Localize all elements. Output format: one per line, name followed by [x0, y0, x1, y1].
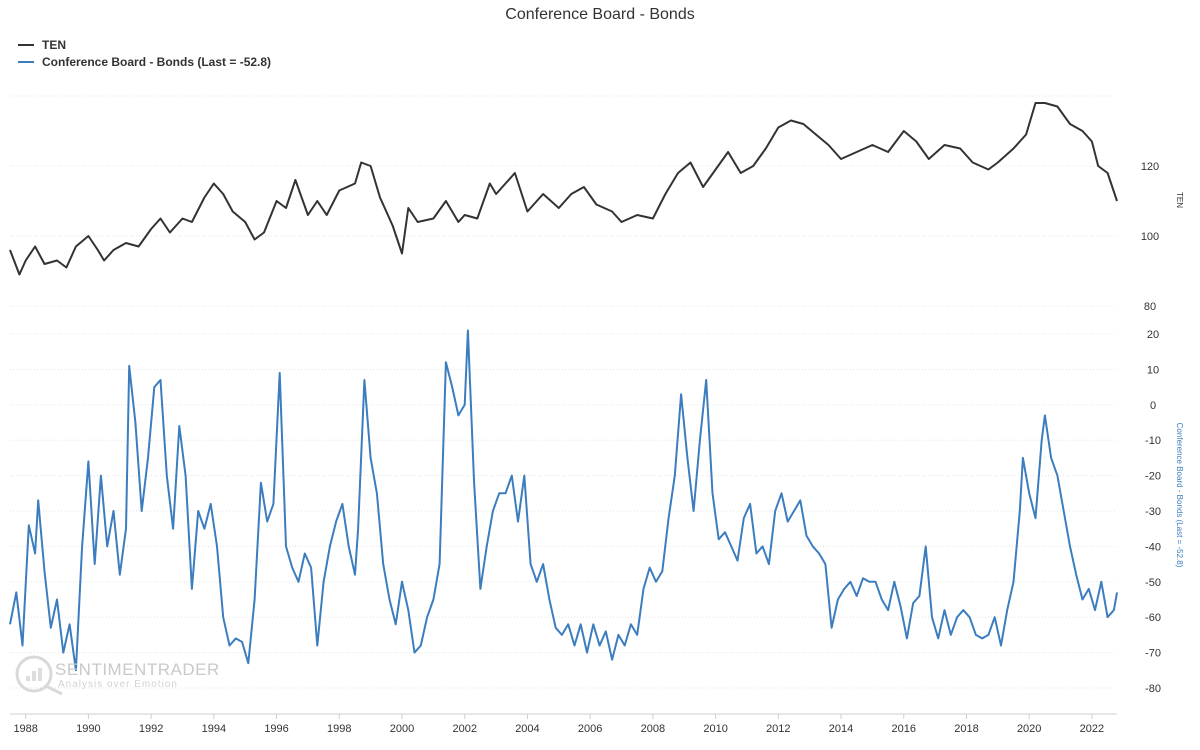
x-tick-label-9: 2006 — [578, 723, 602, 735]
x-tick-label-17: 2022 — [1080, 723, 1104, 735]
x-tick-label-8: 2004 — [515, 723, 539, 735]
y-tick-label-0-0: 80 — [1144, 301, 1156, 313]
x-tick-label-7: 2002 — [452, 723, 476, 735]
x-tick-label-13: 2014 — [829, 723, 853, 735]
x-tick-label-4: 1996 — [264, 723, 288, 735]
x-tick-label-6: 2000 — [390, 723, 414, 735]
legend-swatch-ten — [18, 43, 34, 46]
y-tick-label-1-2: -60 — [1145, 612, 1161, 624]
watermark-logo-bar-2 — [38, 668, 42, 681]
y-tick-label-1-9: 10 — [1147, 364, 1159, 376]
y-tick-label-0-1: 100 — [1141, 231, 1159, 243]
y-tick-label-1-6: -20 — [1145, 471, 1161, 483]
watermark-name: SENTIMENTRADER — [55, 660, 220, 679]
y-tick-label-1-4: -40 — [1145, 541, 1161, 553]
x-tick-label-5: 1998 — [327, 723, 351, 735]
x-tick-label-2: 1992 — [139, 723, 163, 735]
y-tick-label-1-3: -50 — [1145, 577, 1161, 589]
y-axis-title-1: Conference Board - Bonds (Last = -52.8) — [1175, 423, 1184, 568]
x-tick-label-16: 2020 — [1017, 723, 1041, 735]
chart-title: Conference Board - Bonds — [505, 6, 695, 23]
x-tick-label-1: 1990 — [76, 723, 100, 735]
y-tick-label-0-2: 120 — [1141, 161, 1159, 173]
watermark-logo-handle — [45, 684, 63, 696]
y-axis-title-0: TEN — [1175, 192, 1184, 208]
y-tick-label-1-8: 0 — [1150, 400, 1156, 412]
watermark-logo-bar-1 — [32, 671, 36, 681]
x-tick-label-14: 2016 — [892, 723, 916, 735]
y-tick-label-1-5: -30 — [1145, 506, 1161, 518]
legend-item-bonds[interactable]: Conference Board - Bonds (Last = -52.8) — [18, 53, 271, 70]
y-tick-label-1-10: 20 — [1147, 329, 1159, 341]
legend-item-ten[interactable]: TEN — [18, 36, 271, 53]
x-tick-label-0: 1988 — [13, 723, 37, 735]
watermark-logo-icon — [15, 655, 53, 693]
legend: TEN Conference Board - Bonds (Last = -52… — [18, 36, 271, 70]
legend-swatch-bonds — [18, 60, 34, 63]
x-tick-label-12: 2012 — [766, 723, 790, 735]
x-tick-label-10: 2008 — [641, 723, 665, 735]
y-tick-label-1-0: -80 — [1145, 683, 1161, 695]
x-tick-label-3: 1994 — [202, 723, 226, 735]
legend-label-bonds: Conference Board - Bonds (Last = -52.8) — [42, 54, 272, 69]
y-tick-label-1-7: -10 — [1145, 435, 1161, 447]
legend-label-ten: TEN — [42, 37, 66, 52]
watermark-tagline: Analysis over Emotion — [58, 679, 178, 690]
series-line-bonds[interactable] — [9, 329, 1118, 672]
watermark-logo-bar-0 — [26, 676, 30, 681]
x-tick-label-15: 2018 — [954, 723, 978, 735]
x-tick-label-11: 2010 — [703, 723, 727, 735]
y-tick-label-1-1: -70 — [1145, 648, 1161, 660]
series-line-ten[interactable] — [9, 102, 1118, 276]
